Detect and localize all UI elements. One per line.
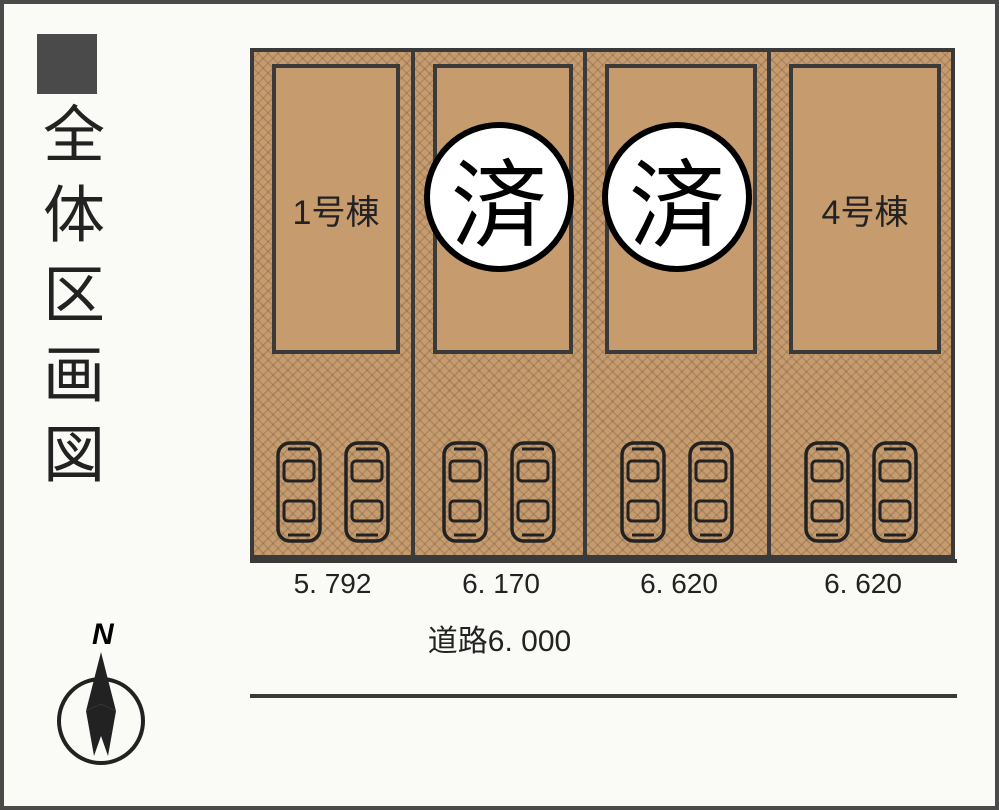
car-icon — [438, 439, 492, 545]
lot-1: 1号棟 — [250, 48, 415, 559]
page-title: 全体区画図 — [22, 102, 112, 502]
compass-north-label: N — [92, 618, 114, 652]
house-label: 1号棟 — [293, 185, 380, 234]
sold-badge: 済 — [424, 122, 574, 272]
car-icon — [800, 439, 854, 545]
car-icon — [506, 439, 560, 545]
title-marker — [37, 34, 97, 94]
car-icon — [272, 439, 326, 545]
lot-dimension: 6. 620 — [587, 568, 771, 600]
lot-dimension: 6. 170 — [415, 568, 587, 600]
sold-badge: 済 — [602, 122, 752, 272]
parking-area — [254, 439, 411, 545]
road-boundary-bottom — [250, 694, 957, 698]
road-boundary-top — [250, 559, 957, 563]
lot-dimension: 6. 620 — [771, 568, 955, 600]
house-outline: 1号棟 — [272, 64, 400, 354]
parking-area — [415, 439, 583, 545]
lot-dimension: 5. 792 — [250, 568, 415, 600]
car-icon — [868, 439, 922, 545]
lot-4: 4号棟 — [767, 48, 955, 559]
road-label: 道路6. 000 — [428, 616, 571, 660]
parking-area — [771, 439, 951, 545]
car-icon — [684, 439, 738, 545]
house-label: 4号棟 — [822, 185, 909, 234]
car-icon — [340, 439, 394, 545]
house-outline: 4号棟 — [789, 64, 941, 354]
compass: N — [46, 626, 156, 776]
sidebar: 全体区画図 — [22, 34, 112, 502]
lot-plan: 1号棟 4号棟 — [250, 48, 955, 559]
lot-dimensions: 5. 7926. 1706. 6206. 620 — [250, 568, 955, 600]
parking-area — [587, 439, 767, 545]
car-icon — [616, 439, 670, 545]
